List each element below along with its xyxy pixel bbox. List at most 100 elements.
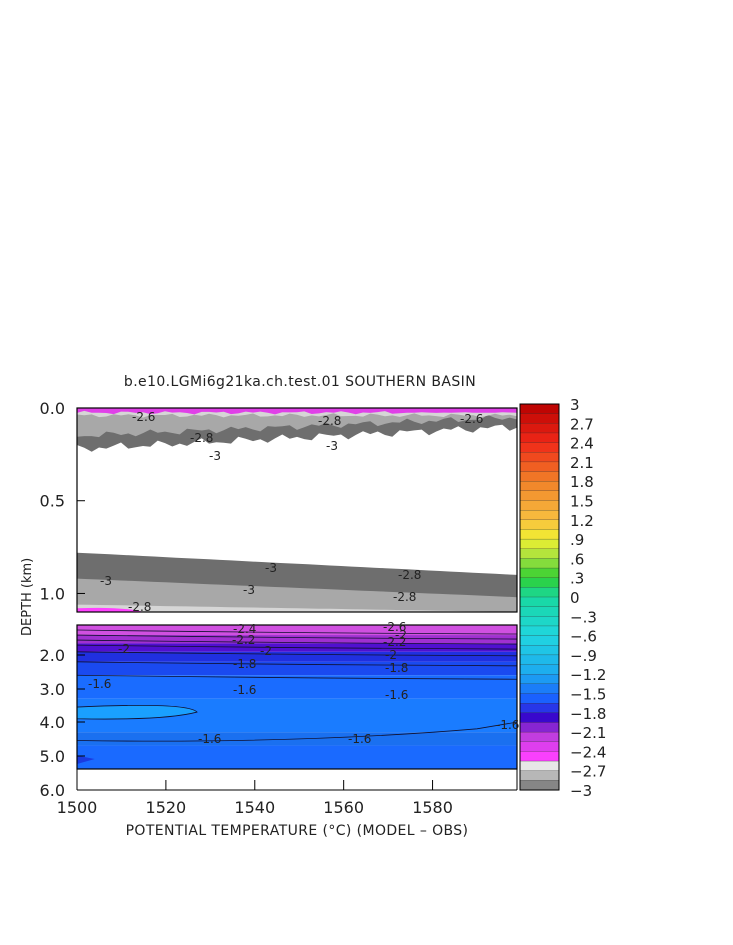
x-tick-label: 1540 bbox=[234, 798, 275, 817]
upper-contour-label: -2.8 bbox=[190, 431, 213, 445]
lower-contour-label: -1.6 bbox=[496, 718, 519, 732]
chart-title: b.e10.LGMi6g21ka.ch.test.01 SOUTHERN BAS… bbox=[123, 374, 477, 390]
upper-contour-label: -2.8 bbox=[128, 600, 151, 614]
lower-band bbox=[77, 651, 517, 662]
colorbar-cell bbox=[519, 577, 560, 588]
upper-panel-frame bbox=[76, 407, 518, 613]
colorbar-label: −1.5 bbox=[570, 686, 606, 704]
lower-contour-label: -2 bbox=[395, 628, 407, 642]
x-tick-label: 1560 bbox=[323, 798, 364, 817]
y-tick-label: 0.0 bbox=[40, 399, 65, 418]
colorbar-cell bbox=[519, 722, 560, 733]
y-tick-label: 2.0 bbox=[40, 646, 65, 665]
lower-contour-label: -1.8 bbox=[233, 657, 256, 671]
y-tick-label: 0.5 bbox=[40, 492, 65, 511]
lower-band bbox=[77, 661, 517, 676]
x-tick-label: 1520 bbox=[146, 798, 187, 817]
lower-contour-label: -1.6 bbox=[348, 732, 371, 746]
colorbar-cell bbox=[519, 770, 560, 781]
colorbar-label: 3 bbox=[570, 396, 580, 414]
colorbar-cell bbox=[519, 432, 560, 444]
colorbar-cell bbox=[519, 567, 560, 579]
colorbar-cell bbox=[519, 731, 560, 743]
colorbar-cell bbox=[519, 703, 560, 714]
colorbar-label: .6 bbox=[570, 550, 584, 568]
x-tick-label: 1580 bbox=[412, 798, 453, 817]
lower-contour-line bbox=[76, 634, 518, 640]
lower-contour-tongue bbox=[76, 704, 198, 720]
lower-band bbox=[77, 745, 517, 769]
colorbar-label: −3 bbox=[570, 782, 592, 800]
lower-contour-label: -2 bbox=[260, 644, 272, 658]
colorbar-cell bbox=[519, 596, 560, 608]
lower-contour-label: -1.6 bbox=[88, 677, 111, 691]
y-tick-label: 1.0 bbox=[40, 584, 65, 603]
lower-contour-line bbox=[76, 639, 518, 645]
lower-contour-line bbox=[76, 629, 518, 635]
colorbar-label: 1.2 bbox=[570, 512, 594, 530]
lower-band-minus2_8 bbox=[77, 578, 517, 612]
colorbar-cell bbox=[519, 654, 560, 666]
upper-panel bbox=[76, 407, 518, 613]
y-tick-label: 3.0 bbox=[40, 680, 65, 699]
colorbar-cell bbox=[519, 693, 560, 704]
colorbar-label: 2.1 bbox=[570, 454, 594, 472]
y-tick-label: 4.0 bbox=[40, 713, 65, 732]
upper-contour-label: -2.6 bbox=[132, 410, 155, 424]
upper-contour-label: -3 bbox=[243, 583, 255, 597]
colorbar-label: −1.2 bbox=[570, 666, 606, 684]
lower-band bbox=[77, 635, 517, 644]
upper-band-magenta bbox=[77, 408, 517, 415]
lower-corner-patch bbox=[77, 755, 95, 764]
colorbar-cell bbox=[519, 509, 560, 521]
colorbar-cell bbox=[519, 442, 560, 453]
lower-contour-label: -2.4 bbox=[233, 622, 256, 636]
colorbar-label: 1.8 bbox=[570, 473, 594, 491]
colorbar-cell bbox=[519, 606, 560, 617]
colorbar-cell bbox=[519, 538, 560, 550]
colorbar-cell bbox=[519, 558, 560, 569]
colorbar-cell bbox=[519, 741, 560, 752]
colorbar-cell bbox=[519, 490, 560, 502]
lower-contour-label: -1.8 bbox=[385, 661, 408, 675]
lower-contour-label: -1.6 bbox=[198, 732, 221, 746]
colorbar-cell bbox=[519, 423, 560, 434]
lower-band-minus2_6 bbox=[77, 604, 517, 612]
colorbar-cell bbox=[519, 664, 560, 675]
colorbar-label: 0 bbox=[570, 589, 580, 607]
lower-panel-frame bbox=[76, 624, 518, 770]
colorbar-label: −2.1 bbox=[570, 724, 606, 742]
colorbar-cell bbox=[519, 616, 560, 627]
lower-contour-label: -2.2 bbox=[232, 633, 255, 647]
colorbar-label: .9 bbox=[570, 531, 584, 549]
lower-contour-line bbox=[76, 721, 518, 742]
colorbar-cell bbox=[519, 751, 560, 762]
colorbar-label: −2.4 bbox=[570, 743, 606, 761]
colorbar-cell bbox=[519, 587, 560, 598]
upper-contour-label: -2.6 bbox=[460, 412, 483, 426]
colorbar-cell bbox=[519, 461, 560, 473]
upper-contour-label: -3 bbox=[265, 561, 277, 575]
lower-contour-line bbox=[76, 644, 518, 650]
colorbar-cell bbox=[519, 780, 560, 791]
lower-contour-label: -2.6 bbox=[383, 620, 406, 634]
upper-contour-label: -3 bbox=[100, 574, 112, 588]
upper-contour-label: -3 bbox=[326, 439, 338, 453]
colorbar-cell bbox=[519, 403, 560, 415]
x-axis-label: POTENTIAL TEMPERATURE (°C) (MODEL – OBS) bbox=[125, 823, 469, 839]
lower-band bbox=[77, 675, 517, 699]
axes bbox=[76, 407, 518, 791]
colorbar bbox=[519, 403, 560, 791]
colorbar-cell bbox=[519, 712, 560, 723]
colorbar-cell bbox=[519, 452, 560, 463]
colorbar-cell bbox=[519, 500, 560, 511]
colorbar-label: −.3 bbox=[570, 608, 597, 626]
colorbar-cell bbox=[519, 481, 560, 492]
colorbar-cell bbox=[519, 674, 560, 685]
colorbar-cell bbox=[519, 760, 560, 772]
lower-contour-line bbox=[76, 661, 518, 667]
lower-contour-line bbox=[76, 651, 518, 657]
upper-contour-label: -2.8 bbox=[398, 568, 421, 582]
y-tick-label: 6.0 bbox=[40, 781, 65, 800]
